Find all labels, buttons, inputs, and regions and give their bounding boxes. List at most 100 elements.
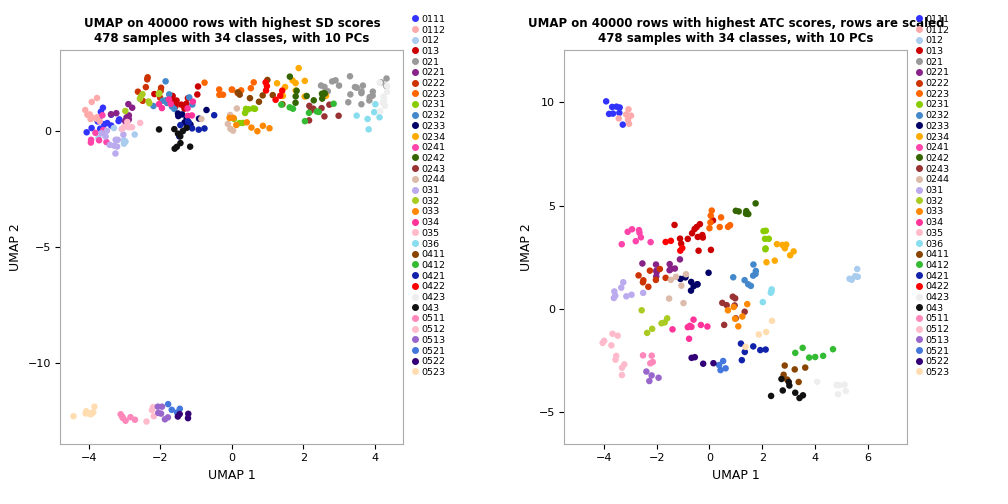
Point (91, 114, 107, 122)
Point (635, 278, 651, 286)
Point (767, 257, 783, 265)
Point (222, 111, 238, 119)
Point (605, 109, 621, 117)
Point (794, 344, 810, 352)
Point (134, 90, 150, 98)
Point (197, 79, 213, 87)
Point (171, 410, 187, 418)
Point (621, 120, 637, 128)
Point (763, 289, 779, 297)
Point (663, 237, 679, 245)
Point (613, 284, 629, 292)
Point (84, 98, 100, 106)
Point (728, 314, 744, 323)
Point (689, 280, 706, 288)
Point (648, 276, 664, 284)
Point (620, 105, 636, 113)
Point (243, 84, 259, 92)
Point (715, 299, 731, 307)
Point (99, 127, 115, 135)
Point (640, 283, 656, 291)
Point (367, 100, 383, 108)
Point (91, 134, 107, 142)
Point (150, 409, 166, 417)
Point (153, 410, 169, 418)
Point (117, 117, 133, 125)
Point (152, 94, 168, 102)
Point (681, 322, 698, 330)
Point (182, 120, 199, 129)
Point (375, 99, 391, 107)
Point (164, 102, 180, 110)
Point (764, 317, 780, 325)
Point (133, 93, 149, 101)
Point (259, 82, 275, 90)
Point (790, 378, 806, 386)
Point (132, 119, 148, 127)
Point (171, 405, 187, 413)
Point (797, 363, 813, 371)
Point (604, 341, 620, 349)
Point (376, 96, 392, 104)
Point (720, 306, 736, 314)
Point (673, 282, 689, 290)
Point (251, 98, 267, 106)
Point (151, 125, 167, 134)
Point (695, 231, 711, 239)
Point (719, 301, 735, 309)
Point (245, 104, 261, 112)
Point (657, 274, 673, 282)
Point (153, 84, 169, 92)
Point (730, 323, 746, 331)
Point (317, 89, 333, 97)
Point (226, 115, 242, 123)
Point (372, 107, 388, 115)
Point (849, 265, 865, 273)
Point (287, 92, 303, 100)
Point (648, 267, 664, 275)
Point (298, 92, 314, 100)
Point (184, 100, 201, 108)
Point (763, 288, 779, 296)
Point (84, 124, 100, 132)
Point (199, 106, 215, 114)
Point (103, 121, 119, 130)
Point (807, 353, 824, 361)
Point (95, 126, 111, 134)
X-axis label: UMAP 1: UMAP 1 (208, 469, 256, 482)
Point (775, 387, 791, 395)
Point (225, 127, 241, 135)
Point (115, 131, 131, 139)
Point (318, 92, 334, 100)
Point (173, 101, 190, 109)
Point (377, 102, 393, 110)
Point (644, 325, 660, 333)
Point (614, 364, 630, 372)
Point (738, 343, 754, 351)
Point (648, 268, 664, 276)
Point (677, 273, 694, 281)
Point (664, 325, 680, 333)
Point (777, 244, 793, 253)
Point (317, 90, 333, 98)
Point (178, 124, 195, 132)
Point (317, 112, 333, 120)
Point (758, 346, 774, 354)
Point (274, 87, 290, 95)
Point (145, 102, 161, 110)
Point (314, 95, 331, 103)
Point (197, 124, 213, 133)
Point (683, 287, 700, 295)
Point (686, 225, 703, 233)
Point (737, 276, 753, 284)
Point (180, 410, 197, 418)
Point (277, 83, 293, 91)
Point (120, 116, 136, 124)
Point (614, 371, 630, 379)
Point (127, 416, 143, 424)
Point (615, 120, 631, 129)
Point (695, 233, 711, 241)
Point (657, 238, 673, 246)
Point (704, 207, 720, 215)
Point (661, 294, 677, 302)
